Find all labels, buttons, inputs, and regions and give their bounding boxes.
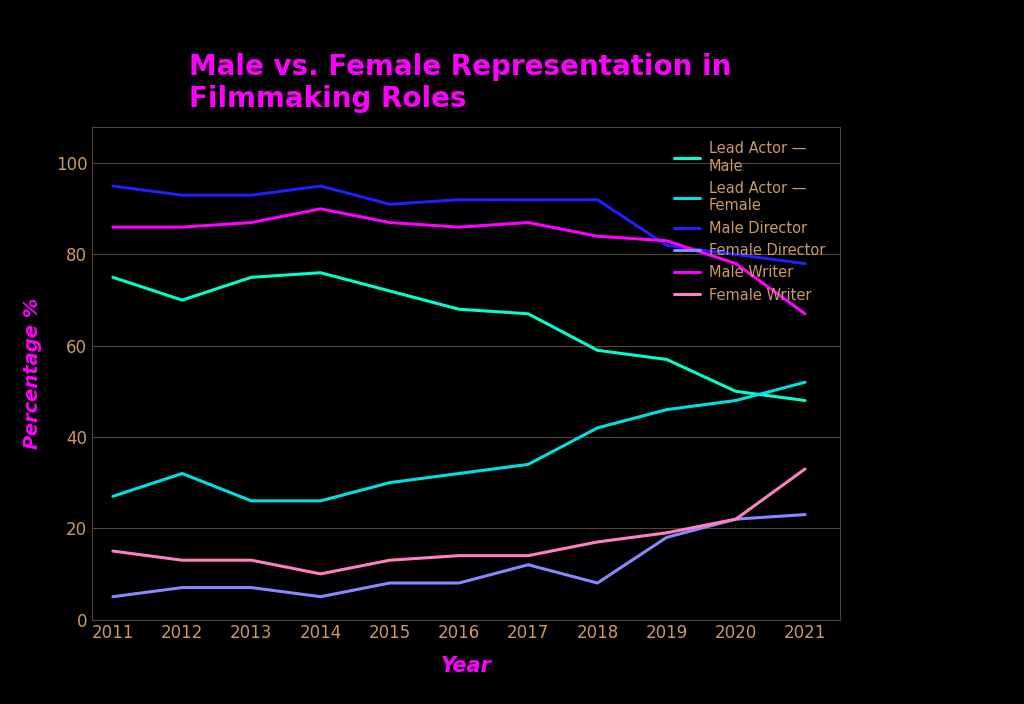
Female Writer: [384, 556, 396, 565]
Lead Actor —
Male: [106, 273, 119, 282]
Line: Male Director: Male Director: [113, 186, 805, 263]
Male Director: [660, 241, 673, 250]
Female Director: [314, 593, 327, 601]
Lead Actor —
Male: [591, 346, 603, 355]
Lead Actor —
Female: [453, 470, 465, 478]
X-axis label: Year: Year: [440, 656, 492, 677]
Male Writer: [314, 205, 327, 213]
Lead Actor —
Male: [176, 296, 188, 304]
Male Director: [106, 182, 119, 190]
Female Writer: [106, 547, 119, 555]
Male Director: [176, 191, 188, 199]
Female Director: [245, 584, 257, 592]
Lead Actor —
Male: [799, 396, 811, 405]
Lead Actor —
Male: [384, 287, 396, 295]
Lead Actor —
Male: [314, 268, 327, 277]
Male Director: [591, 196, 603, 204]
Female Director: [106, 593, 119, 601]
Lead Actor —
Female: [176, 470, 188, 478]
Lead Actor —
Male: [522, 310, 535, 318]
Female Writer: [660, 529, 673, 537]
Male Writer: [591, 232, 603, 241]
Lead Actor —
Female: [522, 460, 535, 469]
Line: Male Writer: Male Writer: [113, 209, 805, 314]
Line: Lead Actor —
Female: Lead Actor — Female: [113, 382, 805, 501]
Lead Actor —
Female: [799, 378, 811, 386]
Male Director: [730, 250, 742, 258]
Male Director: [453, 196, 465, 204]
Lead Actor —
Male: [245, 273, 257, 282]
Lead Actor —
Female: [384, 479, 396, 487]
Lead Actor —
Male: [660, 356, 673, 364]
Line: Female Director: Female Director: [113, 515, 805, 597]
Lead Actor —
Female: [591, 424, 603, 432]
Lead Actor —
Female: [660, 406, 673, 414]
Female Director: [384, 579, 396, 587]
Female Director: [522, 560, 535, 569]
Female Writer: [799, 465, 811, 473]
Female Writer: [730, 515, 742, 523]
Female Director: [660, 533, 673, 541]
Lead Actor —
Female: [314, 496, 327, 505]
Female Director: [591, 579, 603, 587]
Female Director: [730, 515, 742, 523]
Male Writer: [384, 218, 396, 227]
Female Writer: [522, 551, 535, 560]
Male Director: [384, 200, 396, 208]
Male Director: [799, 259, 811, 268]
Lead Actor —
Female: [106, 492, 119, 501]
Lead Actor —
Female: [245, 496, 257, 505]
Female Writer: [245, 556, 257, 565]
Female Director: [176, 584, 188, 592]
Male Writer: [245, 218, 257, 227]
Lead Actor —
Male: [730, 387, 742, 396]
Male Director: [245, 191, 257, 199]
Female Writer: [591, 538, 603, 546]
Line: Female Writer: Female Writer: [113, 469, 805, 574]
Male Director: [522, 196, 535, 204]
Female Writer: [314, 570, 327, 578]
Legend: Lead Actor —
Male, Lead Actor —
Female, Male Director, Female Director, Male Wri: Lead Actor — Male, Lead Actor — Female, …: [667, 134, 833, 310]
Female Writer: [453, 551, 465, 560]
Female Director: [799, 510, 811, 519]
Male Writer: [660, 237, 673, 245]
Y-axis label: Percentage %: Percentage %: [23, 298, 42, 448]
Line: Lead Actor —
Male: Lead Actor — Male: [113, 272, 805, 401]
Male Writer: [176, 223, 188, 232]
Lead Actor —
Male: [453, 305, 465, 313]
Male Writer: [799, 310, 811, 318]
Male Writer: [106, 223, 119, 232]
Male Writer: [453, 223, 465, 232]
Female Director: [453, 579, 465, 587]
Female Writer: [176, 556, 188, 565]
Text: Male vs. Female Representation in
Filmmaking Roles: Male vs. Female Representation in Filmma…: [189, 53, 732, 113]
Male Director: [314, 182, 327, 190]
Male Writer: [522, 218, 535, 227]
Male Writer: [730, 259, 742, 268]
Lead Actor —
Female: [730, 396, 742, 405]
